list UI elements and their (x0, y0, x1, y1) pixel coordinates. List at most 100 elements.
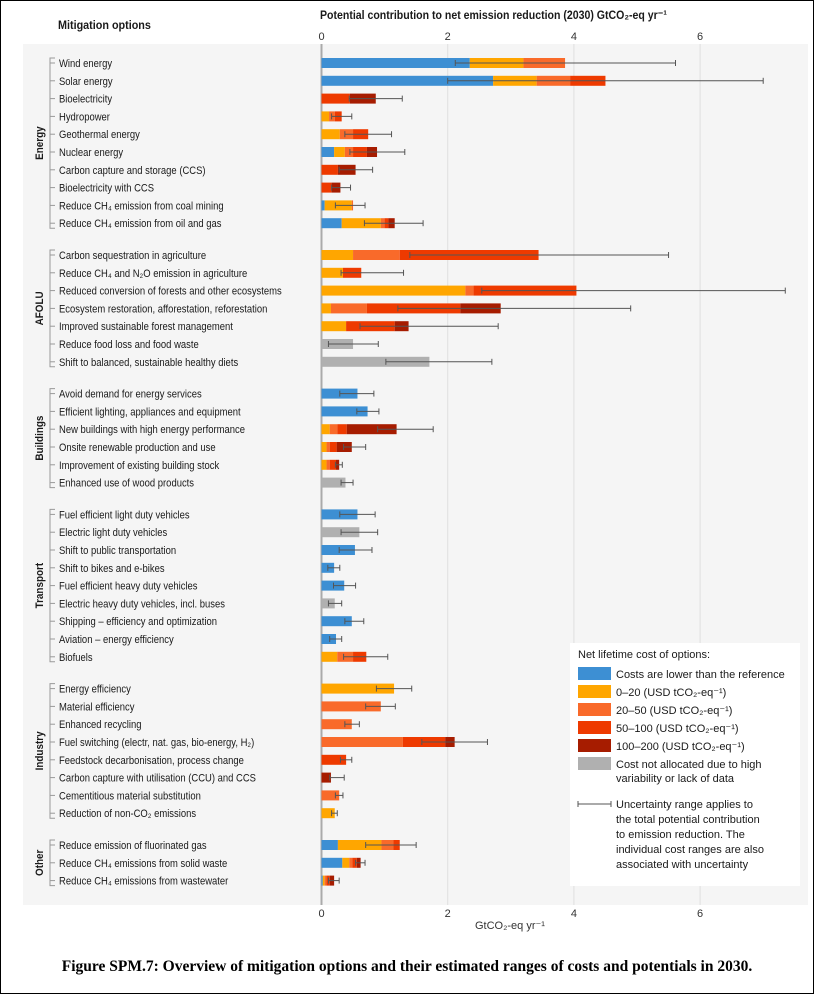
option-label: Improvement of existing building stock (59, 460, 220, 472)
bar-row: Biofuels (50, 651, 389, 664)
bar-segment-L (321, 840, 338, 850)
bar-row: Shift to balanced, sustainable healthy d… (50, 356, 493, 369)
option-label: Solar energy (59, 76, 113, 88)
bar-segment-L (321, 616, 352, 627)
bar-row: Reduce CH₄ emissions from wastewater (50, 875, 340, 888)
bar-row: Fuel efficient heavy duty vehicles (50, 580, 357, 593)
option-label: Energy efficiency (59, 684, 132, 696)
option-label: Electric heavy duty vehicles, incl. buse… (59, 599, 225, 611)
bar-row: Improvement of existing building stock (50, 459, 343, 472)
option-label: Improved sustainable forest management (59, 322, 233, 334)
group-bracket (49, 508, 55, 663)
group-bracket (49, 249, 55, 368)
bar-row: Nuclear energy (50, 147, 406, 159)
bar-segment-A (321, 442, 327, 452)
legend-label: 0–20 (USD tCO₂-eq⁻¹) (616, 687, 726, 699)
legend-label: 20–50 (USD tCO₂-eq⁻¹) (616, 705, 732, 717)
legend-label: 50–100 (USD tCO₂-eq⁻¹) (616, 723, 739, 735)
legend-label: Costs are lower than the reference (616, 669, 785, 681)
bar-segment-L (321, 75, 494, 86)
bar-row: New buildings with high energy performan… (50, 424, 434, 437)
group-industry: Energy efficiency Material efficiency Enha… (35, 683, 488, 820)
bar-segment-L (321, 147, 335, 157)
bottom-tick-label: 2 (445, 908, 451, 920)
bar-segment-A (321, 303, 331, 314)
group-bracket (49, 388, 55, 489)
legend-item: Cost not allocated due to high variabilit… (578, 757, 762, 785)
bar-row: Solar energy (50, 75, 764, 88)
legend-item: Costs are lower than the reference (578, 667, 785, 681)
axis-title: Potential contribution to net emission r… (320, 9, 667, 22)
option-label: Reduced conversion of forests and other … (59, 286, 282, 298)
bar-row: Geothermal energy (50, 129, 393, 142)
option-label: Fuel efficient light duty vehicles (59, 510, 190, 522)
bar-segment-A (322, 875, 325, 886)
bar-segment-C (329, 442, 337, 452)
bar-row: Carbon sequestration in agriculture (50, 250, 670, 262)
option-label: Efficient lighting, appliances and equip… (59, 407, 241, 419)
bar-segment-B (349, 857, 353, 868)
bar-row: Wind energy (50, 58, 676, 70)
bar-segment-B (321, 719, 352, 730)
group-label: Energy (35, 126, 47, 160)
bar-segment-D (321, 772, 331, 783)
bar-row: Reduce CH₄ and N₂O emission in agricultu… (50, 267, 405, 280)
bar-row: Reduce CH₄ emission from oil and gas (50, 218, 424, 231)
bar-segment-B (326, 442, 330, 452)
figure-caption: Figure SPM.7: Overview of mitigation opt… (61, 958, 753, 975)
option-label: Shift to bikes and e-bikes (59, 563, 165, 575)
bar-segment-C (329, 459, 337, 470)
bar-segment-N (321, 527, 360, 538)
bar-row: Fuel efficient light duty vehicles (50, 509, 376, 522)
option-label: Aviation – energy efficiency (59, 634, 175, 646)
option-label: Ecosystem restoration, afforestation, re… (59, 304, 268, 316)
legend-swatch (578, 667, 611, 680)
bar-segment-A (321, 250, 354, 260)
bar-row: Electric heavy duty vehicles, incl. buse… (50, 598, 343, 611)
bar-row: Bioelectricity with CCS (50, 182, 352, 195)
bar-segment-A (334, 147, 345, 157)
bar-segment-L (321, 875, 323, 886)
top-tick-label: 0 (318, 31, 324, 43)
option-label: Reduce CH₄ emission from oil and gas (59, 219, 222, 231)
bar-segment-C (337, 424, 347, 435)
top-tick-label: 6 (697, 31, 703, 43)
legend-swatch (578, 685, 611, 698)
top-tick-label: 2 (445, 31, 451, 43)
bar-segment-A (321, 424, 330, 435)
bar-segment-A (321, 111, 330, 122)
option-label: Reduce emission of fluorinated gas (59, 840, 207, 852)
bar-row: Reduce emission of fluorinated gas (50, 840, 417, 852)
options-column-title: Mitigation options (58, 20, 151, 33)
bar-segment-B (321, 701, 381, 712)
option-label: Shift to public transportation (59, 545, 176, 557)
bar-row: Fuel switching (electr, nat. gas, bio-en… (50, 737, 488, 749)
group-bracket (49, 839, 55, 887)
legend-swatch (578, 721, 611, 734)
bar-row: Shift to bikes and e-bikes (50, 562, 341, 575)
option-label: Geothermal energy (59, 130, 141, 142)
option-label: Material efficiency (59, 702, 135, 714)
option-label: Hydropower (59, 112, 110, 124)
group-label: Industry (35, 731, 47, 770)
bar-segment-L (321, 634, 337, 644)
legend-item: 50–100 (USD tCO₂-eq⁻¹) (578, 721, 739, 735)
bar-segment-C (321, 182, 332, 193)
group-label: Buildings (35, 415, 47, 460)
option-label: New buildings with high energy performan… (59, 425, 245, 437)
bar-segment-D (346, 424, 397, 435)
bar-row: Enhanced recycling (50, 719, 360, 731)
bar-row: Feedstock decarbonisation, process chang… (50, 754, 353, 767)
bar-row: Shift to public transportation (50, 545, 373, 557)
group-transport: Fuel efficient light duty vehicles Electr… (35, 508, 389, 664)
bar-row: Material efficiency (50, 701, 396, 714)
bar-segment-B (330, 303, 367, 314)
bar-segment-C (321, 164, 338, 175)
bar-segment-B (344, 147, 354, 157)
option-label: Shift to balanced, sustainable healthy d… (59, 357, 238, 369)
uncertainty-legend-text: individual cost ranges are also (616, 844, 764, 856)
bar-row: Reduced conversion of forests and other … (50, 285, 786, 298)
bar-row: Ecosystem restoration, afforestation, re… (50, 303, 632, 316)
bar-row: Energy efficiency (50, 683, 413, 696)
